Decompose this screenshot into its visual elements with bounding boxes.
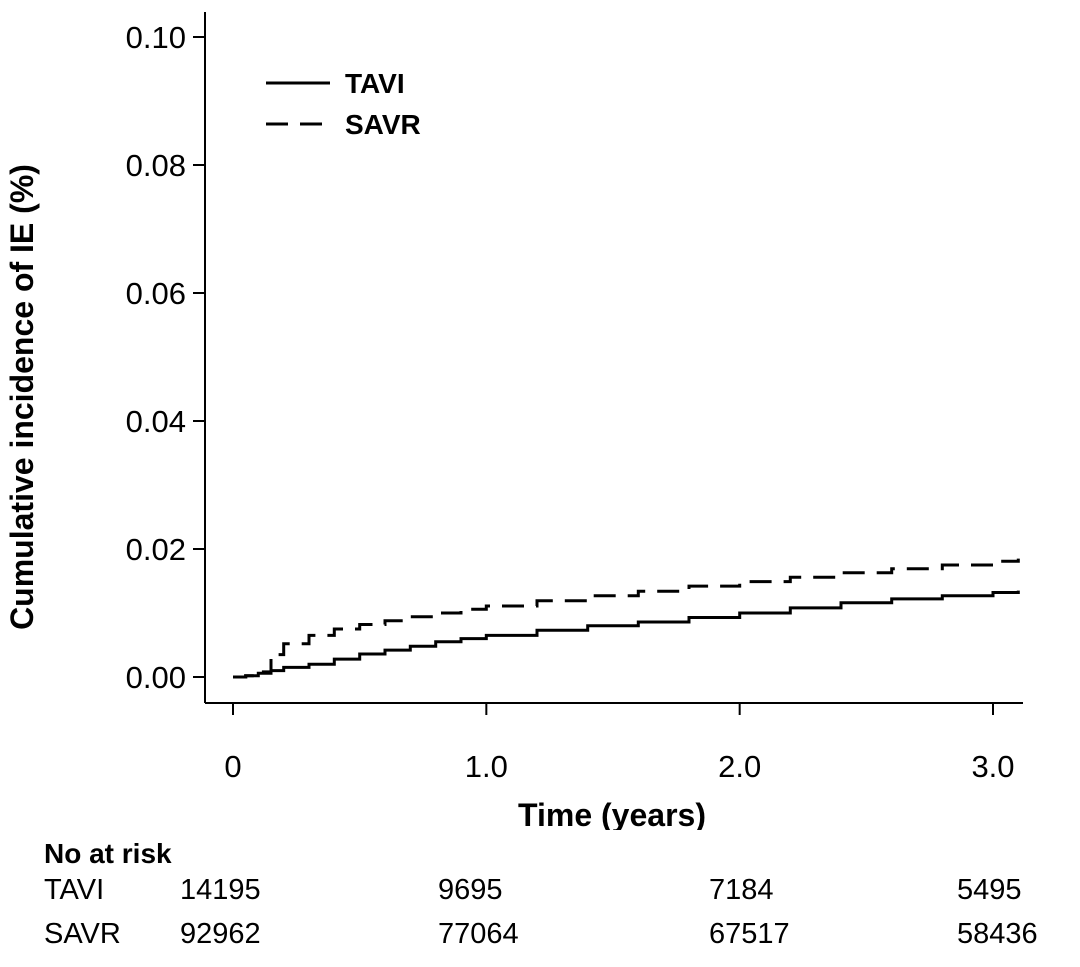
x-tick-label: 2.0 bbox=[718, 749, 761, 784]
series-line-tavi bbox=[233, 590, 1020, 679]
legend: TAVI SAVR bbox=[266, 68, 421, 140]
y-tick-label: 0.00 bbox=[126, 660, 186, 695]
x-axis-title: Time (years) bbox=[518, 797, 706, 830]
risk-group-label: SAVR bbox=[44, 918, 121, 950]
x-tick-label: 3.0 bbox=[971, 749, 1014, 784]
risk-group-label: TAVI bbox=[44, 874, 105, 906]
y-tick-label: 0.04 bbox=[126, 404, 186, 439]
risk-value: 92962 bbox=[180, 918, 261, 950]
y-tick-label: 0.10 bbox=[126, 20, 186, 55]
risk-value: 7184 bbox=[709, 874, 774, 906]
risk-row-savr: SAVR 92962 77064 67517 58436 bbox=[0, 918, 1080, 958]
series-layer bbox=[233, 558, 1020, 679]
y-axis-title: Cumulative incidence of IE (%) bbox=[4, 164, 40, 630]
series-line-savr bbox=[233, 558, 1020, 679]
y-tick-label: 0.06 bbox=[126, 276, 186, 311]
risk-value: 67517 bbox=[709, 918, 790, 950]
risk-value: 5495 bbox=[957, 874, 1022, 906]
legend-label-savr: SAVR bbox=[345, 109, 421, 140]
y-tick-label: 0.02 bbox=[126, 532, 186, 567]
x-tick-label: 0 bbox=[224, 749, 241, 784]
risk-value: 58436 bbox=[957, 918, 1038, 950]
legend-label-tavi: TAVI bbox=[345, 68, 405, 99]
risk-value: 9695 bbox=[438, 874, 503, 906]
risk-row-tavi: TAVI 14195 9695 7184 5495 bbox=[0, 874, 1080, 914]
y-tick-label: 0.08 bbox=[126, 148, 186, 183]
x-tick-label: 1.0 bbox=[465, 749, 508, 784]
risk-value: 77064 bbox=[438, 918, 519, 950]
risk-table-title: No at risk bbox=[44, 838, 172, 869]
risk-value: 14195 bbox=[180, 874, 261, 906]
axes: 0.00 0.02 0.04 0.06 0.08 0.10 0 1.0 2.0 3.0 bbox=[126, 12, 1023, 784]
km-chart: 0.00 0.02 0.04 0.06 0.08 0.10 0 1.0 2.0 3.0 TAVI S… bbox=[4, 12, 1023, 830]
